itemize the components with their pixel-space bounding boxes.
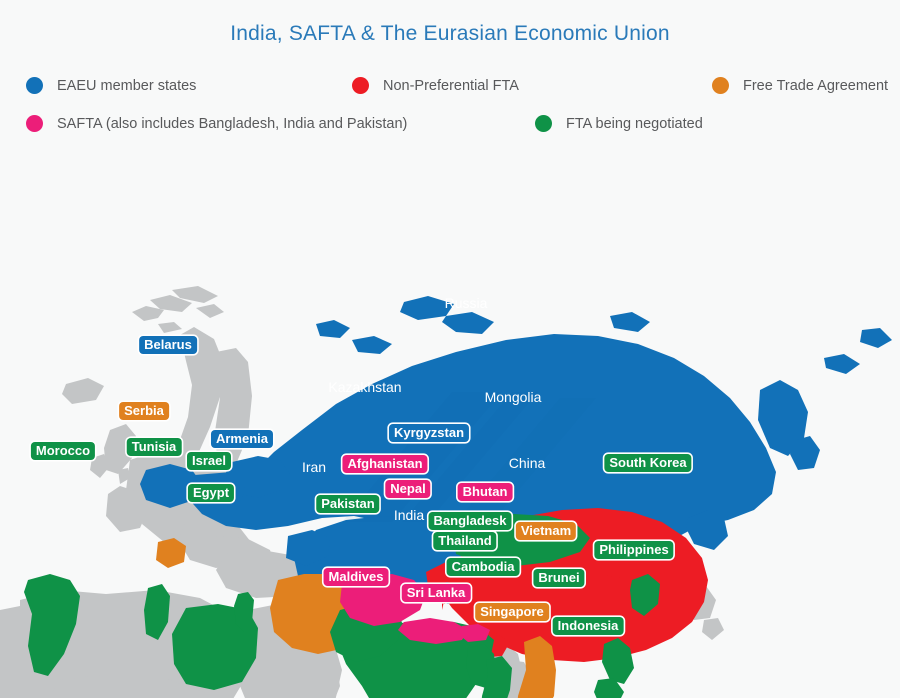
legend-label-fta-being-negotiated: FTA being negotiated bbox=[566, 115, 703, 132]
page-title: India, SAFTA & The Eurasian Economic Uni… bbox=[230, 22, 670, 45]
legend-item-safta: SAFTA (also includes Bangladesh, India a… bbox=[26, 115, 407, 132]
legend-label-eaeu: EAEU member states bbox=[57, 77, 197, 94]
legend-dot-pink-icon bbox=[26, 115, 43, 132]
map-svg bbox=[0, 140, 900, 698]
legend-dot-orange-icon bbox=[712, 77, 729, 94]
world-map: Russia Belarus Kazakhstan Kyrgyzstan Armenia… bbox=[0, 140, 900, 698]
legend-label-free-trade-agreement: Free Trade Agreement bbox=[743, 77, 889, 94]
legend: EAEU member states Non-Preferential FTA … bbox=[0, 68, 900, 138]
legend-item-free-trade-agreement: Free Trade Agreement bbox=[712, 77, 888, 94]
legend-dot-red-icon bbox=[352, 77, 369, 94]
legend-item-non-preferential-fta: Non-Preferential FTA bbox=[352, 77, 519, 94]
legend-dot-green-icon bbox=[535, 115, 552, 132]
legend-dot-blue-icon bbox=[26, 77, 43, 94]
legend-label-safta: SAFTA (also includes Bangladesh, India a… bbox=[57, 115, 408, 132]
legend-label-non-preferential-fta: Non-Preferential FTA bbox=[383, 77, 519, 94]
legend-item-fta-being-negotiated: FTA being negotiated bbox=[535, 115, 703, 132]
legend-item-eaeu: EAEU member states bbox=[26, 77, 196, 94]
